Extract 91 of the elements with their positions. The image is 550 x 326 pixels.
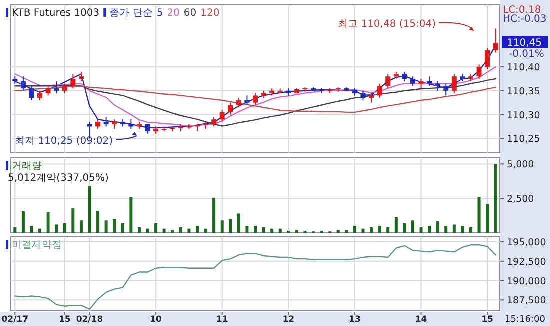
- bar: [345, 230, 348, 233]
- bar: [63, 223, 66, 233]
- y-tick-label: 190,000: [507, 276, 546, 288]
- bar: [220, 220, 224, 233]
- bar: [72, 208, 75, 233]
- bar: [22, 210, 25, 233]
- x-tick-label: 14: [415, 315, 428, 325]
- bar: [121, 223, 124, 233]
- text: 15:16:00: [505, 315, 546, 325]
- bar: [420, 227, 423, 233]
- text: 5: [156, 8, 164, 19]
- bar: [171, 230, 174, 233]
- annotation: 5,012계약(337,05%): [8, 173, 110, 184]
- y-tick-label: 2,500: [507, 194, 534, 206]
- bar: [461, 226, 464, 233]
- bar: [104, 220, 108, 233]
- bar: [362, 228, 365, 233]
- bar: [237, 214, 240, 233]
- text: 미결제약정: [12, 240, 62, 251]
- bar: [436, 221, 440, 233]
- text: 120: [200, 8, 220, 19]
- y-tick-label: 5,000: [507, 160, 534, 171]
- bar: [403, 223, 406, 233]
- y-tick-label: 110,30: [507, 110, 540, 122]
- annotation: 최저 110,25 (09:02): [15, 136, 114, 147]
- bar: [353, 226, 356, 233]
- text: HC:-0.03: [503, 14, 547, 25]
- x-tick-label: 10: [150, 315, 162, 325]
- bar: [55, 224, 58, 233]
- bar: [46, 212, 50, 233]
- bar: [146, 228, 150, 233]
- bar: [270, 228, 274, 233]
- bar: [229, 219, 232, 233]
- bar: [113, 219, 116, 233]
- y-tick-label: 110,40: [507, 62, 540, 74]
- bar: [154, 223, 158, 233]
- y-tick-label: 192,500: [507, 256, 546, 268]
- bar: [212, 198, 216, 233]
- bar: [196, 226, 199, 233]
- bar: [38, 228, 42, 233]
- bar: [386, 227, 390, 233]
- legend-title: 종가 단순: [110, 8, 153, 19]
- bar: [130, 197, 133, 233]
- x-tick-label: 13: [349, 315, 361, 325]
- bar: [370, 227, 374, 233]
- text: 60: [184, 8, 197, 19]
- bar: [452, 224, 456, 233]
- bar: [188, 228, 191, 233]
- bar: [262, 227, 266, 233]
- bar: [14, 227, 17, 233]
- bar: [138, 227, 141, 233]
- x-tick-label: 11: [216, 315, 228, 325]
- y-tick-label: 110,35: [507, 86, 540, 98]
- bar: [295, 230, 298, 233]
- bar: [80, 220, 83, 233]
- bar: [336, 230, 340, 233]
- bar: [444, 226, 448, 233]
- x-tick-label: 02/18: [76, 315, 104, 325]
- text: 110,45: [507, 38, 542, 49]
- text: 거래량: [12, 161, 42, 172]
- x-tick-label: 15: [58, 315, 71, 325]
- bar: [246, 226, 249, 233]
- x-tick-label: 02/17: [2, 315, 29, 325]
- bar: [378, 226, 382, 233]
- bar: [278, 228, 282, 233]
- bar: [428, 226, 432, 233]
- bar: [204, 228, 208, 233]
- bar: [469, 227, 472, 233]
- bar: [162, 228, 166, 233]
- x-tick-label: 15: [482, 315, 494, 325]
- bar: [411, 220, 414, 233]
- text: LC:0.18: [503, 5, 542, 16]
- y-tick-label: 195,000: [507, 238, 546, 249]
- bar: [494, 164, 498, 233]
- annotation: 최고 110,48 (15:04): [338, 19, 436, 30]
- text: -0.01%: [509, 49, 544, 60]
- x-tick-label: 12: [282, 315, 295, 325]
- bar: [478, 197, 481, 233]
- bar: [30, 226, 34, 233]
- bar: [486, 204, 490, 233]
- bar: [179, 227, 182, 233]
- y-tick-label: 110,25: [507, 134, 540, 146]
- chart-title: KTB Futures 1003: [12, 8, 100, 19]
- line-series: [14, 66, 496, 127]
- text: 20: [167, 8, 180, 19]
- bar: [394, 217, 398, 233]
- line-series: [14, 78, 496, 127]
- bar: [254, 226, 257, 233]
- bar: [96, 210, 100, 233]
- y-tick-label: 187,500: [507, 296, 546, 307]
- bar: [88, 186, 92, 233]
